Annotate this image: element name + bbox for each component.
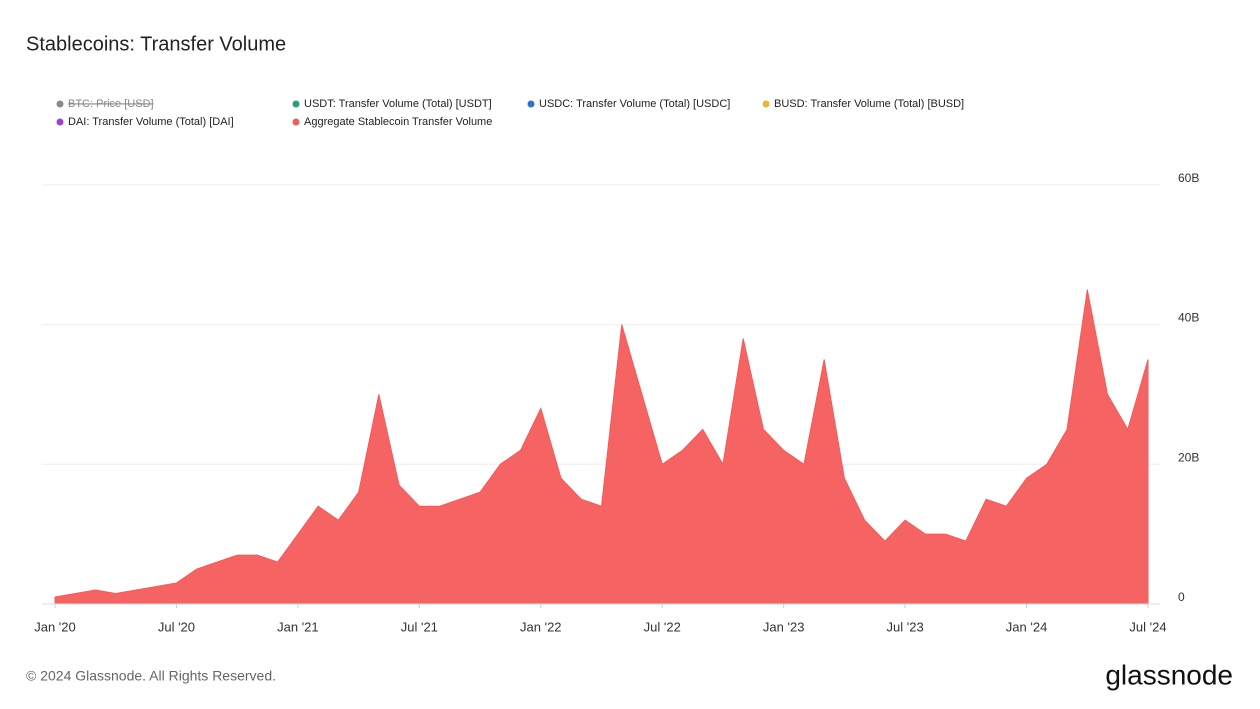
x-tick-label: Jan '20 xyxy=(34,619,76,634)
x-tick-label: Jul '20 xyxy=(158,619,195,634)
legend-marker xyxy=(292,100,300,108)
x-tick-label: Jul '23 xyxy=(887,619,924,634)
legend-label[interactable]: BUSD: Transfer Volume (Total) [BUSD] xyxy=(774,98,964,110)
y-tick-label: 40B xyxy=(1178,311,1199,325)
legend-marker xyxy=(762,100,770,108)
y-tick-label: 60B xyxy=(1178,171,1199,185)
x-tick-label: Jan '22 xyxy=(520,619,562,634)
x-tick-label: Jul '22 xyxy=(644,619,681,634)
legend-marker xyxy=(292,118,300,126)
brand-logo: glassnode xyxy=(1105,659,1233,690)
legend-marker xyxy=(56,118,64,126)
y-tick-label: 0 xyxy=(1178,590,1185,604)
chart-title: Stablecoins: Transfer Volume xyxy=(26,33,286,55)
legend-marker xyxy=(56,100,64,108)
x-tick-label: Jan '23 xyxy=(763,619,805,634)
x-tick-label: Jan '24 xyxy=(1006,619,1048,634)
x-tick-label: Jul '24 xyxy=(1129,619,1166,634)
legend-label[interactable]: USDC: Transfer Volume (Total) [USDC] xyxy=(539,98,730,110)
area xyxy=(54,289,1149,605)
copyright: © 2024 Glassnode. All Rights Reserved. xyxy=(26,668,276,684)
x-tick-label: Jan '21 xyxy=(277,619,319,634)
x-tick-label: Jul '21 xyxy=(401,619,438,634)
legend-label[interactable]: BTC: Price [USD] xyxy=(68,98,154,110)
legend-label[interactable]: Aggregate Stablecoin Transfer Volume xyxy=(304,116,492,128)
legend-label[interactable]: DAI: Transfer Volume (Total) [DAI] xyxy=(68,116,234,128)
legend-marker xyxy=(527,100,535,108)
y-tick-label: 20B xyxy=(1178,450,1199,464)
legend-label[interactable]: USDT: Transfer Volume (Total) [USDT] xyxy=(304,98,492,110)
